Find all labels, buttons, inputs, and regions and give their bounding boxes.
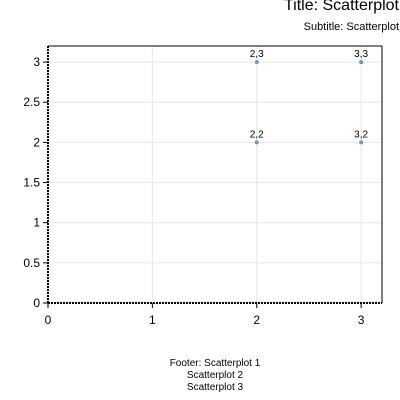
y-tick-label: 0.5	[23, 256, 40, 270]
data-point	[254, 140, 259, 145]
x-tick-label: 1	[149, 313, 156, 327]
footer-line-3: Scatterplot 3	[186, 382, 244, 393]
chart-subtitle: Subtitle: Scatterplot	[303, 21, 399, 33]
data-point	[359, 140, 364, 145]
x-tick-label: 3	[358, 313, 365, 327]
data-label: 2,3	[250, 49, 264, 60]
y-tick-label: 1	[33, 216, 40, 230]
data-point	[359, 60, 364, 65]
chart-title: Title: Scatterplot	[283, 0, 399, 14]
x-tick-label: 2	[253, 313, 260, 327]
footer-line-2: Scatterplot 2	[186, 370, 244, 381]
y-tick-label: 3	[33, 55, 40, 69]
y-tick-label: 2.5	[23, 95, 40, 109]
x-tick-label: 0	[45, 313, 52, 327]
footer-line-1: Footer: Scatterplot 1	[169, 358, 261, 369]
y-tick-label: 0	[33, 296, 40, 310]
chart-footer: Footer: Scatterplot 1 Scatterplot 2 Scat…	[0, 358, 400, 394]
data-label: 3,3	[354, 49, 368, 60]
y-tick-label: 1.5	[23, 176, 40, 190]
data-label: 3,2	[354, 129, 368, 140]
data-label: 2,2	[250, 129, 264, 140]
y-tick-label: 2	[33, 135, 40, 149]
data-point	[254, 60, 259, 65]
